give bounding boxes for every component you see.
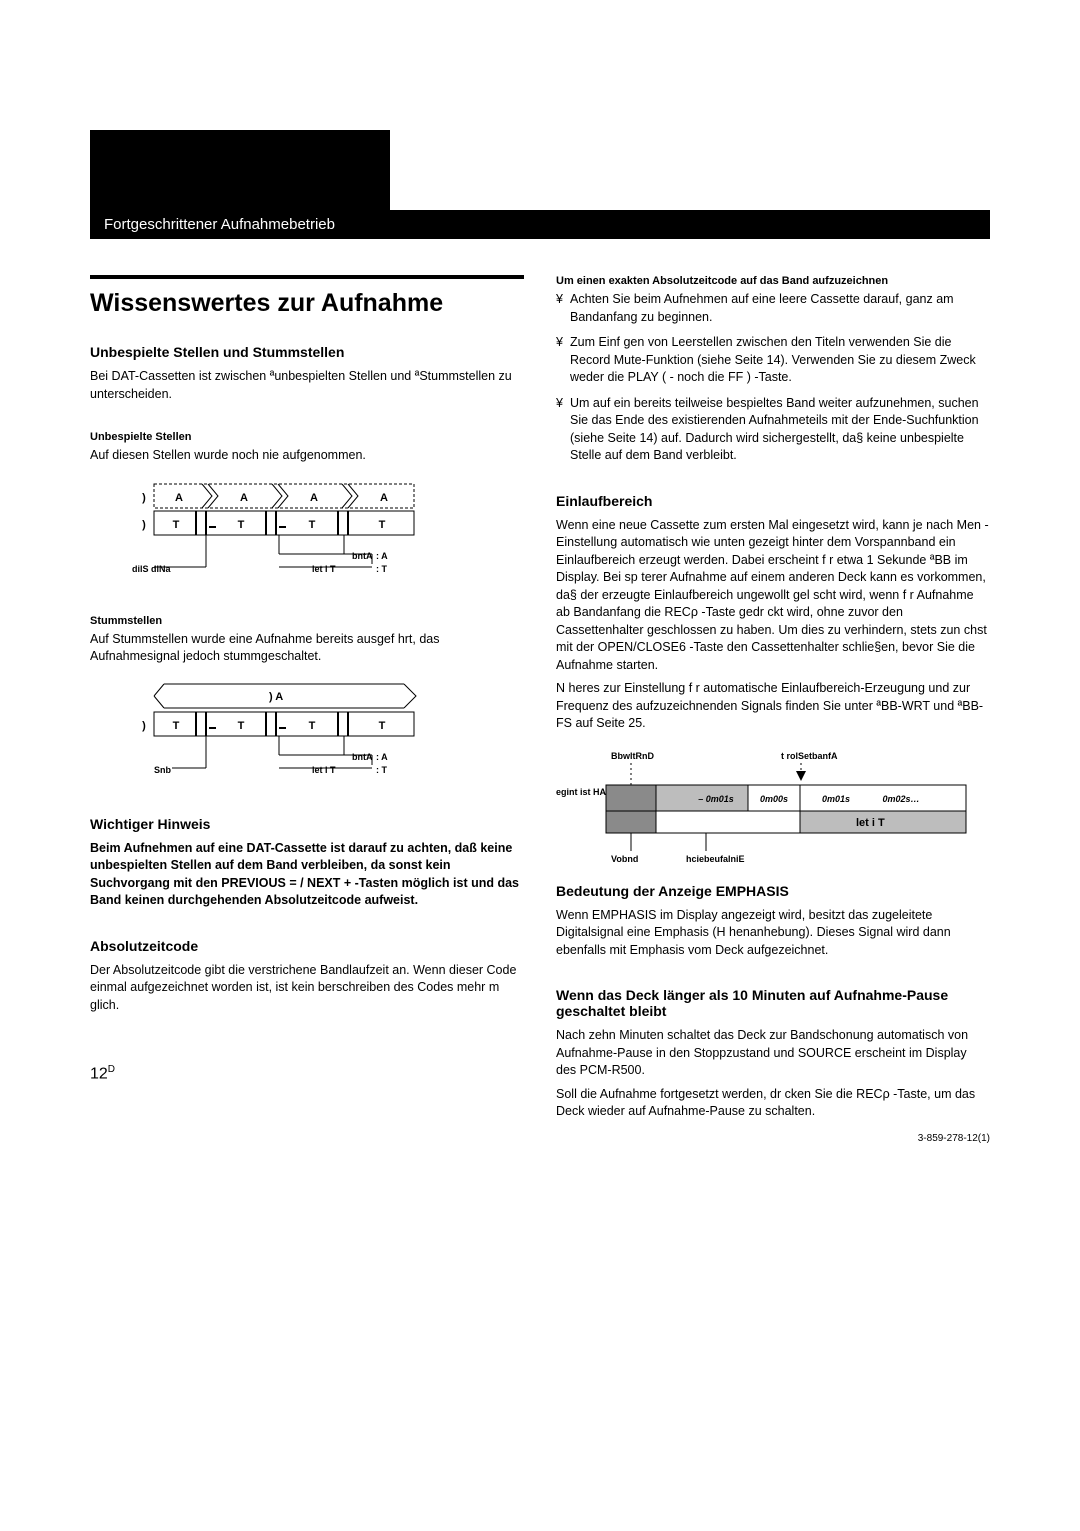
p-einlauf-1: Wenn eine neue Cassette zum ersten Mal e… bbox=[556, 517, 990, 675]
svg-text:0m00s: 0m00s bbox=[760, 794, 788, 804]
title-rule bbox=[90, 275, 524, 279]
p-intro: Bei DAT-Cassetten ist zwischen ªunbespie… bbox=[90, 368, 524, 403]
p-absolutzeitcode: Der Absolutzeitcode gibt die verstrichen… bbox=[90, 962, 524, 1015]
svg-text:: A: : A bbox=[376, 551, 388, 561]
header-black-box bbox=[90, 130, 390, 210]
svg-text:t rolSetbanfA: t rolSetbanfA bbox=[781, 751, 838, 761]
h3-exact-code: Um einen exakten Absolutzeitcode auf das… bbox=[556, 275, 990, 287]
svg-text:: A: : A bbox=[376, 752, 388, 762]
svg-text:let i T: let i T bbox=[856, 817, 885, 829]
svg-text:A: A bbox=[310, 492, 318, 504]
p-10min-2: Soll die Aufnahme fortgesetzt werden, dr… bbox=[556, 1086, 990, 1121]
svg-text:) A: ) A bbox=[269, 691, 283, 703]
h2-einlaufbereich: Einlaufbereich bbox=[556, 493, 990, 509]
diagram-unbespielte: ) A A A A ) bbox=[124, 479, 524, 599]
p-10min-1: Nach zehn Minuten schaltet das Deck zur … bbox=[556, 1027, 990, 1080]
left-column: Wissenswertes zur Aufnahme Unbespielte S… bbox=[90, 275, 524, 1127]
section-bar: Fortgeschrittener Aufnahmebetrieb bbox=[90, 210, 990, 239]
svg-text:T: T bbox=[309, 720, 316, 732]
bullet-1: Achten Sie beim Aufnehmen auf eine leere… bbox=[556, 291, 990, 326]
svg-text:dilS diNa: dilS diNa bbox=[132, 564, 171, 574]
diagram-stummstellen: ) A ) T T T T bbox=[124, 680, 524, 800]
h2-10min: Wenn das Deck länger als 10 Minuten auf … bbox=[556, 987, 990, 1019]
svg-text:T: T bbox=[238, 720, 245, 732]
svg-text:T: T bbox=[173, 519, 180, 531]
page-title: Wissenswertes zur Aufnahme bbox=[90, 289, 524, 318]
svg-text:0m01s: 0m01s bbox=[822, 794, 850, 804]
diagram-einlaufbereich: BbwltRnD t rolSetbanfA egint ist HA bbox=[556, 747, 990, 867]
h3-stummstellen: Stummstellen bbox=[90, 615, 524, 627]
svg-text:): ) bbox=[142, 492, 146, 504]
p-wichtiger: Beim Aufnehmen auf eine DAT-Cassette ist… bbox=[90, 840, 524, 910]
svg-text:T: T bbox=[173, 720, 180, 732]
svg-text:0m02s…: 0m02s… bbox=[882, 794, 919, 804]
svg-text:Vobnd: Vobnd bbox=[611, 854, 638, 864]
svg-text:T: T bbox=[309, 519, 316, 531]
h2-wichtiger: Wichtiger Hinweis bbox=[90, 816, 524, 832]
svg-text:egint ist HA: egint ist HA bbox=[556, 787, 607, 797]
svg-text:T: T bbox=[379, 720, 386, 732]
svg-text:: T: : T bbox=[376, 765, 387, 775]
svg-text:BbwltRnD: BbwltRnD bbox=[611, 751, 654, 761]
svg-text:– 0m01s: – 0m01s bbox=[698, 794, 734, 804]
right-column: Um einen exakten Absolutzeitcode auf das… bbox=[556, 275, 990, 1127]
h2-emphasis: Bedeutung der Anzeige EMPHASIS bbox=[556, 883, 990, 899]
p-unbespielte: Auf diesen Stellen wurde noch nie aufgen… bbox=[90, 447, 524, 465]
p-einlauf-2: N heres zur Einstellung f r automatische… bbox=[556, 680, 990, 733]
h2-absolutzeitcode: Absolutzeitcode bbox=[90, 938, 524, 954]
page-number: 12D bbox=[90, 1064, 524, 1083]
svg-text:A: A bbox=[240, 492, 248, 504]
svg-text:A: A bbox=[380, 492, 388, 504]
svg-text:bntA: bntA bbox=[352, 551, 373, 561]
svg-text:Snb: Snb bbox=[154, 765, 172, 775]
svg-text:A: A bbox=[175, 492, 183, 504]
h3-unbespielte: Unbespielte Stellen bbox=[90, 431, 524, 443]
svg-text:T: T bbox=[238, 519, 245, 531]
svg-text:hciebeufalniE: hciebeufalniE bbox=[686, 854, 745, 864]
svg-text:: T: : T bbox=[376, 564, 387, 574]
doc-id: 3-859-278-12(1) bbox=[90, 1133, 990, 1144]
svg-text:let i T: let i T bbox=[312, 564, 336, 574]
p-emphasis: Wenn EMPHASIS im Display angezeigt wird,… bbox=[556, 907, 990, 960]
bullet-2: Zum Einf gen von Leerstellen zwischen de… bbox=[556, 334, 990, 387]
bullet-3: Um auf ein bereits teilweise bespieltes … bbox=[556, 395, 990, 465]
svg-text:T: T bbox=[379, 519, 386, 531]
svg-text:): ) bbox=[142, 519, 146, 531]
h2-unbespielte: Unbespielte Stellen und Stummstellen bbox=[90, 344, 524, 360]
svg-text:): ) bbox=[142, 720, 146, 732]
svg-text:bntA: bntA bbox=[352, 752, 373, 762]
svg-text:let i T: let i T bbox=[312, 765, 336, 775]
p-stummstellen: Auf Stummstellen wurde eine Aufnahme ber… bbox=[90, 631, 524, 666]
